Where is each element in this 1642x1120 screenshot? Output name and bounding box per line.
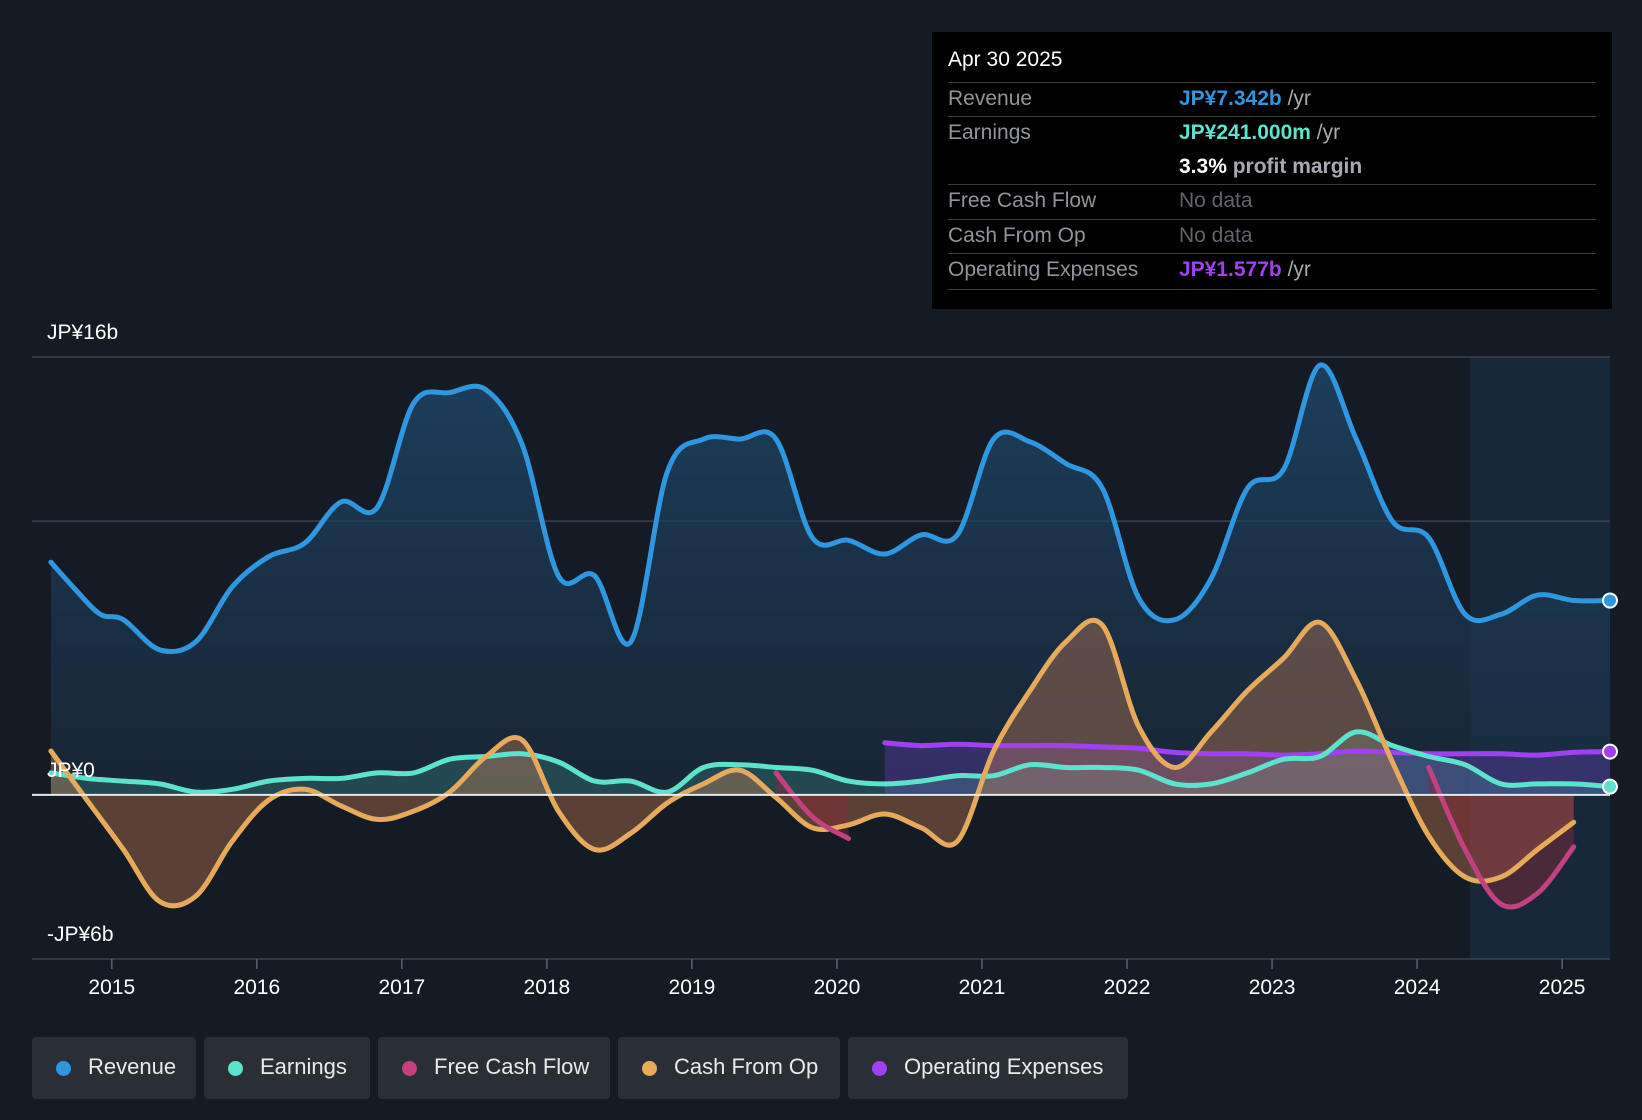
tooltip-margin-text: profit margin [1232,155,1363,178]
tooltip-margin-value: 3.3% [1179,155,1227,178]
tooltip-opex-value: JP¥1.577b [1179,258,1282,281]
tooltip-opex-unit: /yr [1287,258,1311,281]
series-endpoints [1602,592,1618,795]
revenue-dot-icon [56,1061,71,1076]
x-tick-label: 2015 [88,976,135,999]
x-tick-label: 2017 [378,976,425,999]
free-cash-flow-area [776,772,849,839]
y-axis-labels: JP¥16b JP¥0 -JP¥6b [47,321,118,946]
tooltip-row-opex: Operating Expenses JP¥1.577b /yr [948,253,1596,290]
operating-expenses-dot-icon [872,1061,887,1076]
earnings-dot-icon [228,1061,243,1076]
series-lines [32,362,1613,910]
legend-label: Operating Expenses [904,1054,1104,1079]
tooltip-cfo-value: No data [1179,224,1253,247]
legend-label: Earnings [260,1054,347,1079]
x-tick-label: 2023 [1249,976,1296,999]
cash-from-op-line [48,617,1577,909]
tooltip-row-cfo: Cash From Op No data [948,219,1596,254]
free-cash-flow-line [1426,765,1577,910]
x-tick-label: 2025 [1539,976,1586,999]
tooltip-opex-label: Operating Expenses [948,258,1139,281]
tooltip-row-earnings: Earnings JP¥241.000m /yr 3.3% profit mar… [948,116,1596,185]
revenue-line [48,362,1613,655]
earnings-area [50,731,1610,795]
operating-expenses-line [882,740,1613,758]
legend-item-earnings[interactable]: Earnings [204,1037,370,1099]
x-axis-labels: 2015 2016 2017 2018 2019 2020 2021 2022 2023 2024… [88,959,1585,999]
legend-item-operating-expenses[interactable]: Operating Expenses [848,1037,1128,1099]
free-cash-flow-dot-icon [402,1061,417,1076]
tooltip-revenue-value: JP¥7.342b [1179,87,1282,110]
tooltip-earnings-unit: /yr [1316,121,1341,144]
legend-label: Revenue [88,1054,177,1079]
tooltip-row-revenue: Revenue JP¥7.342b /yr [948,82,1596,117]
y-tick-label: JP¥0 [47,759,95,782]
earnings-line [48,729,1613,795]
x-tick-label: 2019 [669,976,716,999]
tooltip-revenue-unit: /yr [1287,87,1311,110]
revenue-area [50,364,1610,795]
x-tick-label: 2018 [524,976,571,999]
tooltip-panel: Apr 30 2025 Revenue JP¥7.342b /yr Earnin… [932,32,1612,309]
tooltip-row-fcf: Free Cash Flow No data [948,184,1596,220]
series-areas [50,364,1610,908]
x-tick-label: 2021 [959,976,1006,999]
legend-label: Free Cash Flow [434,1054,590,1079]
legend-label: Cash From Op [674,1054,819,1079]
earnings-end-marker [1602,778,1618,795]
legend-item-cash-from-op[interactable]: Cash From Op [618,1037,840,1099]
tooltip-earnings-value: JP¥241.000m [1179,121,1311,144]
tooltip-earnings-label: Earnings [948,121,1031,144]
tooltip-revenue-label: Revenue [948,87,1033,110]
y-tick-label: JP¥16b [47,321,118,344]
free-cash-flow-area [1428,767,1574,908]
free-cash-flow-line [773,770,852,842]
revenue-end-marker [1602,592,1618,609]
cash-from-op-dot-icon [642,1061,657,1076]
x-tick-label: 2016 [233,976,280,999]
legend-item-free-cash-flow[interactable]: Free Cash Flow [378,1037,610,1099]
operating-expenses-end-marker [1602,743,1618,760]
legend-item-revenue[interactable]: Revenue [32,1037,196,1099]
x-tick-label: 2022 [1104,976,1151,999]
tooltip-date: Apr 30 2025 [948,48,1063,71]
y-tick-label: -JP¥6b [47,923,114,946]
chart: JP¥16b JP¥0 -JP¥6b 2015 2016 2017 2018 2019 202… [32,321,1618,999]
tooltip-fcf-value: No data [1179,189,1253,212]
x-tick-label: 2024 [1394,976,1441,999]
x-tick-label: 2020 [814,976,861,999]
tooltip-cfo-label: Cash From Op [948,224,1086,247]
tooltip-fcf-label: Free Cash Flow [948,189,1097,212]
